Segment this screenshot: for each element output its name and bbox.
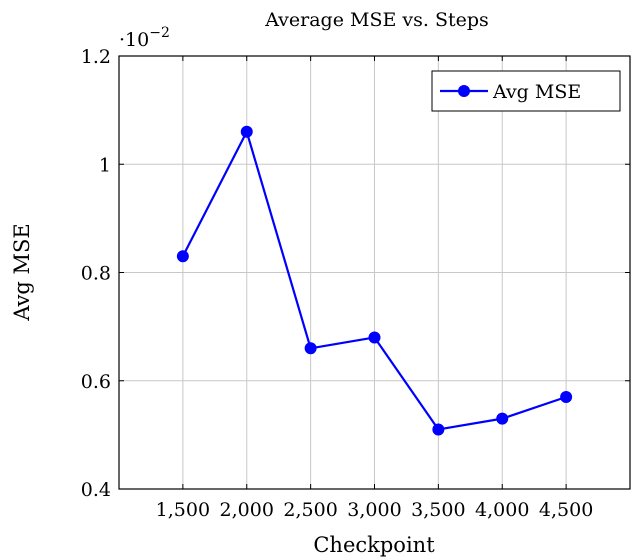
x-tick-label: 2,500 <box>283 499 337 521</box>
y-tick-label: 1 <box>99 154 111 176</box>
data-point-marker <box>304 342 317 355</box>
legend-marker <box>458 85 470 97</box>
x-tick-label: 4,500 <box>539 499 593 521</box>
x-tick-label: 3,500 <box>411 499 465 521</box>
axis-ticks: 1,500 2,000 2,500 3,000 3,500 4,000 4,500 0.4 0.… <box>81 46 630 521</box>
x-tick-label: 2,000 <box>220 499 274 521</box>
y-tick-label: 1.2 <box>81 46 111 68</box>
y-tick-label: 0.6 <box>81 371 111 393</box>
x-tick-label: 1,500 <box>156 499 210 521</box>
legend-entry-label: Avg MSE <box>492 81 581 103</box>
x-tick-label: 4,000 <box>475 499 529 521</box>
y-tick-label: 0.4 <box>81 479 111 501</box>
y-axis-multiplier-base: ·10 <box>119 29 149 51</box>
y-axis-multiplier-exponent: −2 <box>149 25 170 41</box>
data-point-marker <box>432 423 445 436</box>
x-tick-label: 3,000 <box>347 499 401 521</box>
data-point-marker <box>496 412 509 425</box>
y-tick-label: 0.8 <box>81 263 111 285</box>
data-point-marker <box>368 331 381 344</box>
y-axis-multiplier: ·10−2 <box>119 25 170 51</box>
x-axis-label: Checkpoint <box>313 533 435 557</box>
chart-title: Average MSE vs. Steps <box>264 9 489 31</box>
data-point-marker <box>176 250 189 263</box>
y-axis-label: Avg MSE <box>10 223 34 322</box>
data-point-marker <box>560 390 573 403</box>
grid <box>119 56 630 489</box>
series-layer <box>176 125 573 436</box>
data-point-marker <box>240 125 253 138</box>
legend: Avg MSE <box>431 70 621 112</box>
